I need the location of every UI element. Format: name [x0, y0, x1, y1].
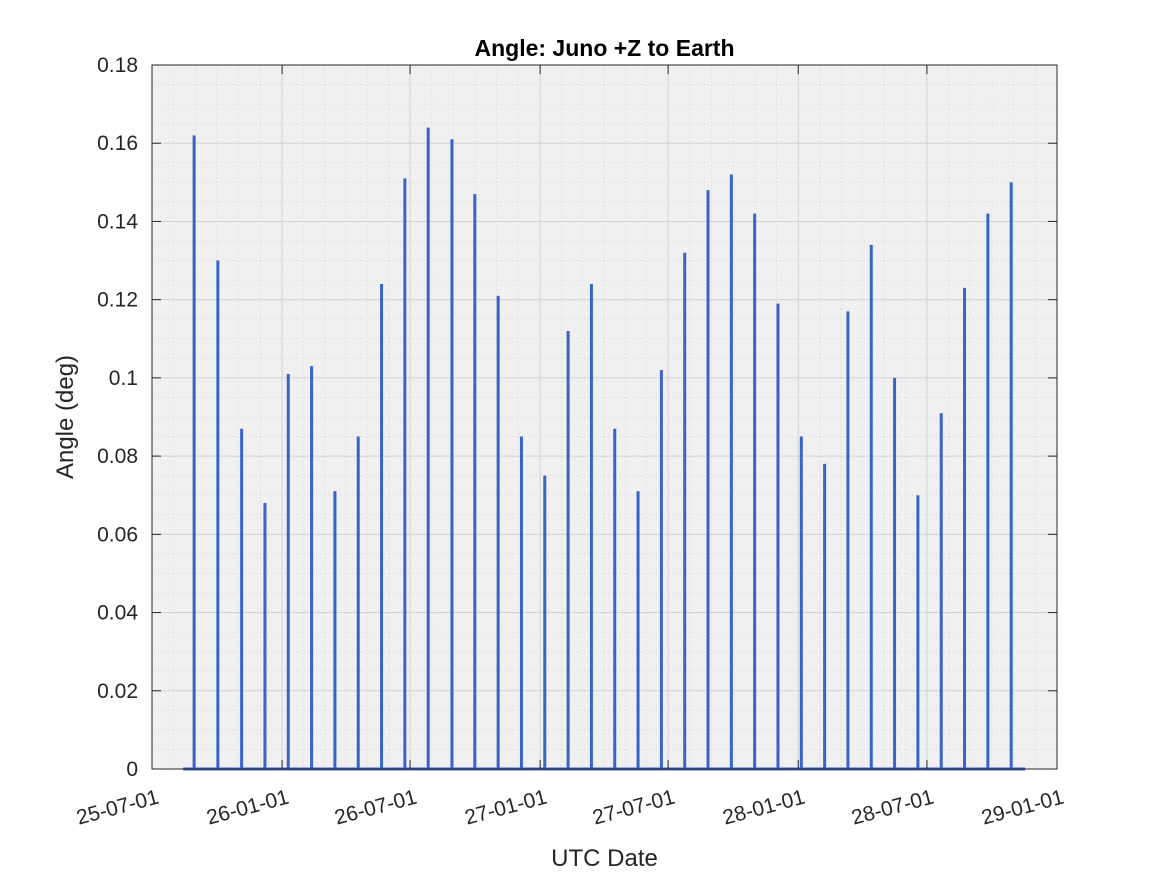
plot-frame — [151, 64, 1058, 770]
y-tick-label: 0.12 — [97, 289, 138, 312]
y-tick-label: 0.18 — [97, 54, 138, 77]
y-axis-label: Angle (deg) — [52, 355, 79, 479]
y-tick-label: 0.1 — [109, 367, 138, 390]
y-tick-label: 0.16 — [97, 132, 138, 155]
tick-marks — [151, 64, 1058, 770]
y-tick-label: 0.04 — [97, 602, 138, 625]
y-tick-label: 0 — [126, 758, 138, 781]
chart-title: Angle: Juno +Z to Earth — [474, 35, 734, 61]
y-tick-label: 0.06 — [97, 523, 138, 546]
series-layer — [183, 127, 1026, 771]
y-tick-label: 0.08 — [97, 445, 138, 468]
y-tick-label: 0.14 — [97, 210, 138, 233]
y-tick-label: 0.02 — [97, 680, 138, 703]
x-axis-label: UTC Date — [551, 845, 658, 872]
